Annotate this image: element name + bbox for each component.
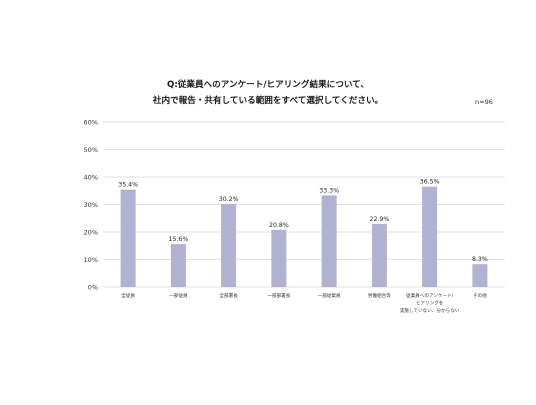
bar [221,203,237,287]
bar-value-label: 35.4% [118,182,138,189]
y-tick-label: 10% [84,256,98,264]
bar-value-label: 8.3% [472,256,488,263]
x-category-label: 一部従業員 [318,292,341,299]
y-tick-label: 40% [84,173,98,181]
y-tick-label: 60% [84,118,98,126]
x-category-label: 従業員へのアンケート/ [406,292,454,299]
bar [472,264,488,287]
bar [422,186,438,287]
chart-title-line-1: Q:従業員へのアンケート/ヒアリング結果について、 [167,80,369,90]
bar-value-label: 15.6% [169,236,189,243]
chart-title-line-2: 社内で報告・共有している範囲をすべて選択してください。 [152,96,384,106]
bar [321,195,337,287]
x-category-label: 実施していない、分からない [400,307,460,314]
bar [371,224,387,287]
y-tick-label: 0% [88,283,98,291]
bar-value-label: 36.5% [420,179,440,186]
x-category-label: 全従員 [121,292,135,299]
bar-value-label: 22.9% [370,216,390,223]
y-tick-label: 20% [84,228,98,236]
bar-value-label: 30.2% [219,196,239,203]
bar [170,244,186,287]
sample-size-note: n=96 [475,98,493,106]
x-category-label: その他 [473,292,487,299]
x-category-label: ヒアリングを [416,300,444,307]
bar-value-label: 20.8% [269,222,289,229]
x-category-label: 一部従員 [169,292,188,299]
x-category-label: 労働組合等 [368,292,391,299]
y-tick-label: 30% [84,201,98,209]
bar-value-label: 33.3% [319,187,339,194]
y-tick-label: 50% [84,146,98,154]
bar [271,229,287,287]
bar [120,189,136,287]
x-category-label: 一部部署長 [267,292,290,299]
x-category-label: 全部署長 [219,292,238,299]
